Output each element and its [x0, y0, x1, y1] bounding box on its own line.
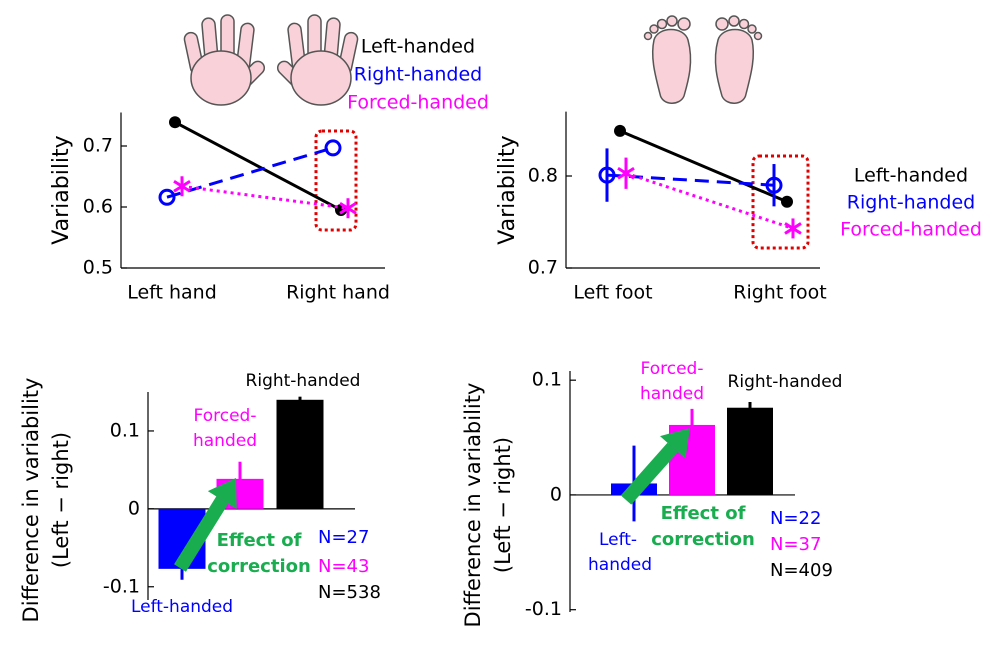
- y-axis-label: Variability: [49, 135, 74, 244]
- arrow-shaft: [174, 496, 229, 572]
- x-tick-label: Right hand: [286, 282, 390, 304]
- legend-label: Forced-handed: [347, 92, 489, 114]
- foot-icon: [643, 15, 692, 105]
- sample-size: N=538: [318, 582, 381, 603]
- y-tick-label: 0: [128, 497, 140, 519]
- sample-size: N=27: [318, 527, 370, 548]
- arrow-shaft: [620, 442, 678, 505]
- bar: [727, 407, 773, 495]
- line: [625, 171, 794, 230]
- legend-label: Right-handed: [354, 64, 482, 86]
- y-tick-label: 0.8: [528, 165, 558, 187]
- sample-size: N=409: [770, 560, 833, 581]
- marker-stroke: [784, 222, 802, 235]
- line: [181, 184, 349, 210]
- arrow-head: [207, 478, 237, 510]
- y-tick-label: 0.5: [83, 257, 113, 279]
- hand-icon: [182, 14, 268, 106]
- legend-label: Forced-handed: [840, 219, 982, 241]
- marker: [781, 195, 793, 208]
- sample-size: N=37: [770, 534, 822, 555]
- category-label: Right-handed: [245, 371, 361, 391]
- marker: [173, 176, 191, 197]
- y-axis-label: Variability: [495, 135, 520, 244]
- category-label: Right-handed: [727, 372, 843, 392]
- annotation: Effect of correction: [207, 530, 311, 577]
- y-tick-label: 0.7: [83, 135, 113, 157]
- marker: [339, 198, 357, 219]
- marker: [617, 163, 635, 184]
- marker: [598, 166, 616, 184]
- y-tick-label: 0.7: [528, 257, 558, 279]
- highlight-box: [314, 129, 358, 232]
- y-tick-label: 0: [550, 483, 562, 505]
- line: [619, 129, 788, 204]
- line: [174, 120, 342, 212]
- legend-label: Left-handed: [361, 36, 475, 58]
- marker: [324, 139, 342, 157]
- y-axis-label: Difference in variability: [19, 378, 43, 623]
- foot-icon: [714, 15, 763, 105]
- line: [166, 146, 334, 199]
- y-axis-label: Difference in variability: [461, 383, 485, 628]
- marker: [784, 218, 802, 239]
- arrow-head: [660, 428, 690, 459]
- bar: [276, 399, 324, 509]
- x-tick-label: Left hand: [127, 282, 217, 304]
- y-tick-label: -0.1: [103, 575, 140, 597]
- category-label: Forced-handed: [639, 359, 704, 404]
- legend-label: Left-handed: [854, 165, 968, 187]
- y-axis-label: (Left − right): [49, 432, 73, 568]
- annotation: Effect of correction: [651, 503, 755, 550]
- category-label: Left-handed: [588, 530, 653, 575]
- category-label: Forced-handed: [192, 406, 257, 451]
- marker-stroke: [173, 179, 191, 193]
- y-tick-label: 0.6: [83, 196, 113, 218]
- y-tick-label: 0.1: [532, 369, 562, 391]
- x-tick-label: Right foot: [733, 282, 826, 304]
- y-tick-label: 0.1: [110, 419, 140, 441]
- x-tick-label: Left foot: [573, 282, 652, 304]
- marker: [158, 188, 176, 206]
- marker: [614, 124, 626, 137]
- highlight-box: [751, 154, 810, 250]
- category-label: Left-handed: [130, 597, 234, 617]
- y-tick-label: -0.1: [525, 598, 562, 620]
- marker-stroke: [617, 166, 635, 180]
- legend-label: Right-handed: [847, 192, 975, 214]
- marker-stroke: [339, 201, 357, 215]
- y-axis-label: (Left − right): [491, 437, 515, 573]
- sample-size: N=22: [770, 508, 822, 529]
- marker: [765, 176, 783, 194]
- marker: [169, 116, 181, 129]
- sample-size: N=43: [318, 556, 370, 577]
